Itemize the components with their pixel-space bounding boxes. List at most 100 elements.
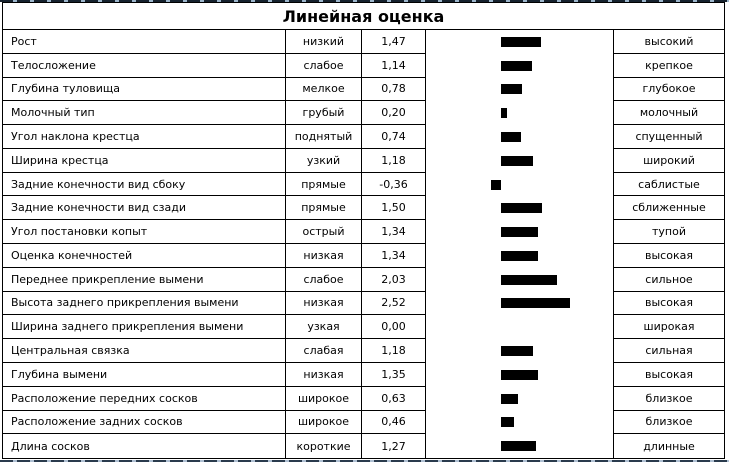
value-cell: 0,00 xyxy=(362,315,426,340)
value-cell: 1,14 xyxy=(362,53,426,78)
low-descriptor-cell: мелкое xyxy=(286,77,362,102)
bar-chart-cell xyxy=(426,434,614,459)
low-descriptor-cell: низкая xyxy=(286,244,362,268)
high-descriptor-cell: широкий xyxy=(614,149,724,173)
table-title-row: Линейная оценка xyxy=(3,3,724,30)
high-descriptor-cell: широкая xyxy=(614,315,724,340)
bar-chart-cell xyxy=(426,220,614,245)
value-cell: 0,63 xyxy=(362,386,426,411)
value-bar xyxy=(501,369,538,380)
low-descriptor-cell: короткие xyxy=(286,434,362,459)
value-cell: 1,50 xyxy=(362,196,426,221)
value-bar xyxy=(501,346,533,357)
table-row: Угол наклона крестца поднятый 0,74 спуще… xyxy=(3,125,724,149)
table-row: Ширина заднего прикрепления вымени узкая… xyxy=(3,315,724,340)
value-cell: 1,47 xyxy=(362,30,426,54)
table-rows: Рост низкий 1,47 высокий Телосложение сл… xyxy=(3,30,724,459)
value-cell: 1,27 xyxy=(362,434,426,459)
bar-chart-cell xyxy=(426,410,614,435)
table-title: Линейная оценка xyxy=(282,6,445,26)
low-descriptor-cell: низкая xyxy=(286,362,362,387)
table-row: Длина сосков короткие 1,27 длинные xyxy=(3,434,724,459)
low-descriptor-cell: поднятый xyxy=(286,125,362,149)
low-descriptor-cell: низкая xyxy=(286,291,362,316)
table-row: Телосложение слабое 1,14 крепкое xyxy=(3,53,724,78)
high-descriptor-cell: высокий xyxy=(614,30,724,54)
table-row: Оценка конечностей низкая 1,34 высокая xyxy=(3,244,724,268)
value-bar xyxy=(501,417,514,428)
high-descriptor-cell: тупой xyxy=(614,220,724,245)
trait-name-cell: Глубина вымени xyxy=(3,362,286,387)
table-row: Центральная связка слабая 1,18 сильная xyxy=(3,339,724,363)
bar-chart-cell xyxy=(426,267,614,292)
value-cell: 0,46 xyxy=(362,410,426,435)
high-descriptor-cell: молочный xyxy=(614,101,724,126)
trait-name-cell: Угол постановки копыт xyxy=(3,220,286,245)
low-descriptor-cell: широкое xyxy=(286,410,362,435)
value-bar xyxy=(501,298,570,309)
bar-chart-cell xyxy=(426,315,614,340)
low-descriptor-cell: острый xyxy=(286,220,362,245)
table-row: Расположение передних сосков широкое 0,6… xyxy=(3,386,724,411)
high-descriptor-cell: высокая xyxy=(614,292,724,316)
value-cell: 0,78 xyxy=(362,77,426,102)
table-row: Переднее прикрепление вымени слабое 2,03… xyxy=(3,267,724,292)
value-bar xyxy=(501,60,532,71)
value-bar xyxy=(501,393,518,404)
value-bar xyxy=(501,108,507,119)
trait-name-cell: Рост xyxy=(3,30,286,54)
value-bar xyxy=(491,179,501,190)
bar-chart-cell xyxy=(426,244,614,268)
value-bar xyxy=(501,84,522,95)
value-cell: 0,20 xyxy=(362,101,426,126)
high-descriptor-cell: сильная xyxy=(614,339,724,363)
value-bar xyxy=(501,155,533,166)
high-descriptor-cell: саблистые xyxy=(614,173,724,197)
trait-name-cell: Расположение задних сосков xyxy=(3,410,286,435)
table-row: Расположение задних сосков широкое 0,46 … xyxy=(3,410,724,435)
table-row: Угол постановки копыт острый 1,34 тупой xyxy=(3,220,724,245)
low-descriptor-cell: слабое xyxy=(286,267,362,292)
high-descriptor-cell: глубокое xyxy=(614,78,724,102)
bar-chart-cell xyxy=(426,339,614,363)
bar-chart-cell xyxy=(426,30,614,54)
trait-name-cell: Угол наклона крестца xyxy=(3,125,286,149)
table-row: Высота заднего прикрепления вымени низка… xyxy=(3,291,724,316)
bar-chart-cell xyxy=(426,172,614,197)
table-row: Задние конечности вид сзади прямые 1,50 … xyxy=(3,196,724,221)
trait-name-cell: Задние конечности вид сзади xyxy=(3,196,286,221)
value-cell: 2,52 xyxy=(362,291,426,316)
trait-name-cell: Расположение передних сосков xyxy=(3,386,286,411)
value-bar xyxy=(501,227,538,238)
bar-chart-cell xyxy=(426,53,614,78)
value-cell: 0,74 xyxy=(362,125,426,149)
trait-name-cell: Центральная связка xyxy=(3,339,286,363)
low-descriptor-cell: узкий xyxy=(286,148,362,173)
value-bar xyxy=(501,36,541,47)
low-descriptor-cell: прямые xyxy=(286,172,362,197)
low-descriptor-cell: узкая xyxy=(286,315,362,340)
value-bar xyxy=(501,132,521,143)
trait-name-cell: Длина сосков xyxy=(3,434,286,459)
value-bar xyxy=(501,203,542,214)
low-descriptor-cell: прямые xyxy=(286,196,362,221)
low-descriptor-cell: слабое xyxy=(286,53,362,78)
bar-chart-cell xyxy=(426,125,614,149)
low-descriptor-cell: грубый xyxy=(286,101,362,126)
value-cell: 1,18 xyxy=(362,148,426,173)
bar-chart-cell xyxy=(426,101,614,126)
trait-name-cell: Телосложение xyxy=(3,53,286,78)
bar-chart-cell xyxy=(426,362,614,387)
value-cell: 1,18 xyxy=(362,339,426,363)
trait-name-cell: Глубина туловища xyxy=(3,77,286,102)
high-descriptor-cell: высокая xyxy=(614,244,724,268)
trait-name-cell: Ширина заднего прикрепления вымени xyxy=(3,315,286,340)
table-row: Ширина крестца узкий 1,18 широкий xyxy=(3,148,724,173)
high-descriptor-cell: близкое xyxy=(614,387,724,411)
high-descriptor-cell: сильное xyxy=(614,268,724,292)
value-cell: 1,34 xyxy=(362,244,426,268)
trait-name-cell: Ширина крестца xyxy=(3,148,286,173)
table-row: Рост низкий 1,47 высокий xyxy=(3,30,724,54)
